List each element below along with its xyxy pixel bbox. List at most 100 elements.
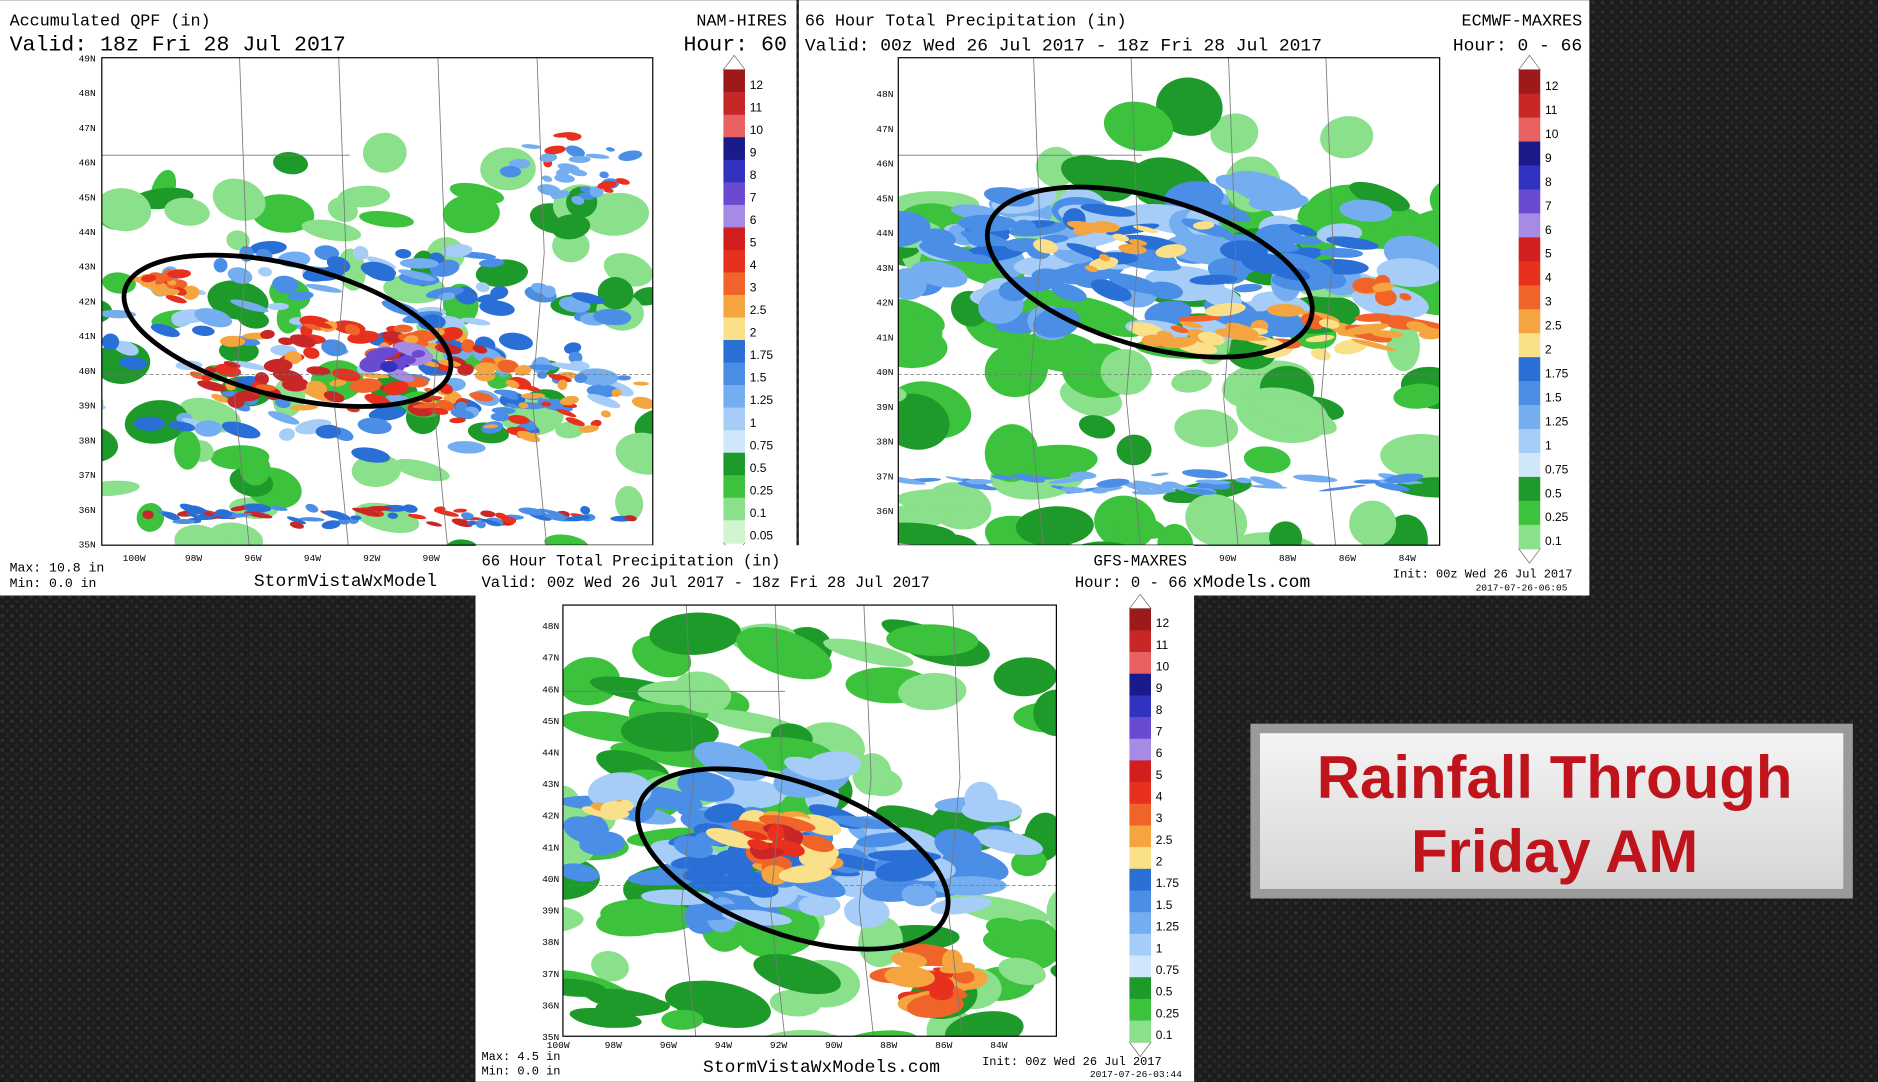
precip-area <box>600 410 611 418</box>
precip-area <box>1171 369 1212 393</box>
precip-area <box>1318 319 1340 329</box>
colorbar-cell <box>1129 695 1151 718</box>
precip-area <box>637 680 723 706</box>
precip-area <box>555 421 585 439</box>
precip-area <box>508 415 530 425</box>
precip-area <box>182 285 200 300</box>
precip-area <box>230 505 247 512</box>
precip-area <box>272 275 299 294</box>
highlight-ellipse <box>121 252 454 409</box>
precip-area <box>789 830 804 845</box>
precip-area <box>886 624 979 656</box>
precip-area <box>579 831 626 856</box>
precip-area <box>350 515 362 520</box>
precip-area <box>898 489 986 511</box>
precip-area <box>1247 392 1337 435</box>
colorbar-cell <box>1518 381 1541 406</box>
precip-area <box>544 534 589 546</box>
precip-area <box>706 828 758 849</box>
colorbar-cell <box>1518 165 1541 190</box>
colorbar-label: 8 <box>1156 703 1163 717</box>
latitude-label: 46N <box>876 159 893 170</box>
precip-area <box>194 308 233 328</box>
precip-area <box>565 145 585 158</box>
precip-area <box>682 863 733 882</box>
precip-area <box>588 772 652 810</box>
precip-area <box>303 347 320 359</box>
latitude-label: 41N <box>542 842 559 853</box>
colorbar-cell <box>1518 237 1541 262</box>
latitude-label: 39N <box>79 401 96 412</box>
precip-area <box>620 711 719 752</box>
latitude-label: 48N <box>876 89 893 100</box>
precip-area <box>1031 268 1067 287</box>
colorbar-cell <box>723 159 745 183</box>
precip-area <box>130 276 148 285</box>
precip-area <box>1320 116 1374 159</box>
colorbar-cell <box>723 497 745 521</box>
precip-area <box>1091 221 1113 234</box>
latitude-label: 35N <box>542 1032 559 1043</box>
colorbar-cell <box>723 407 745 431</box>
precip-area <box>649 612 741 655</box>
precip-area <box>450 408 475 420</box>
longitude-label: 96W <box>660 1040 677 1051</box>
precip-area <box>1066 220 1099 231</box>
precip-area <box>1249 476 1283 488</box>
colorbar-cell <box>723 317 745 341</box>
panel-title: 66 Hour Total Precipitation (in) <box>481 553 780 571</box>
model-panel: Accumulated QPF (in) Valid: 18z Fri 28 Ju… <box>0 0 797 596</box>
colorbar-label: 5 <box>750 236 757 250</box>
precip-area <box>856 832 911 848</box>
precip-area <box>453 508 468 513</box>
precip-area <box>305 283 343 293</box>
precip-area <box>1160 481 1180 489</box>
precip-area <box>344 324 361 336</box>
colorbar-cell <box>1518 93 1541 118</box>
footer-init: Init: 00z Wed 26 Jul 2017 <box>1393 568 1573 582</box>
colorbar-label: 0.1 <box>1545 534 1562 548</box>
precip-area <box>399 258 439 269</box>
precip-area <box>237 310 269 329</box>
colorbar-cell <box>1129 673 1151 696</box>
model-panel: 66 Hour Total Precipitation (in) Valid: 0… <box>475 545 1195 1082</box>
colorbar-cell <box>723 114 745 138</box>
colorbar-label: 7 <box>750 190 757 204</box>
precip-area <box>1326 236 1379 250</box>
precip-area <box>939 962 976 974</box>
precip-area <box>1078 415 1116 439</box>
precip-area <box>101 333 120 351</box>
precip-area <box>329 379 347 387</box>
precip-area <box>267 411 300 425</box>
precip-area <box>599 171 609 179</box>
latitude-label: 43N <box>542 779 559 790</box>
model-name: GFS-MAXRES <box>1094 553 1187 571</box>
precip-area <box>500 516 517 524</box>
title-line: Rainfall Through <box>1317 744 1793 811</box>
valid-time: Valid: 00z Wed 26 Jul 2017 - 18z Fri 28 … <box>805 37 1322 57</box>
longitude-label: 84W <box>1399 553 1416 564</box>
precip-area <box>171 311 191 327</box>
precip-area <box>1160 336 1197 349</box>
precip-area <box>315 424 342 439</box>
precip-area <box>461 339 476 353</box>
colorbar-label: 12 <box>750 78 764 92</box>
colorbar-label: 10 <box>750 123 764 137</box>
precip-area <box>1116 434 1152 466</box>
precip-area <box>898 503 950 532</box>
precip-area <box>1112 233 1130 242</box>
precip-area <box>1319 484 1366 492</box>
precip-area <box>474 369 496 382</box>
precip-area <box>1090 279 1132 302</box>
precip-area <box>617 375 631 381</box>
longitude-label: 96W <box>244 553 261 564</box>
precip-area <box>1057 295 1145 338</box>
latitude-label: 36N <box>876 506 893 517</box>
precip-area <box>167 279 177 286</box>
precip-area <box>1215 174 1247 191</box>
precip-area <box>544 145 566 155</box>
precip-area <box>541 175 553 182</box>
precip-area <box>393 458 450 482</box>
precip-area <box>243 503 272 513</box>
